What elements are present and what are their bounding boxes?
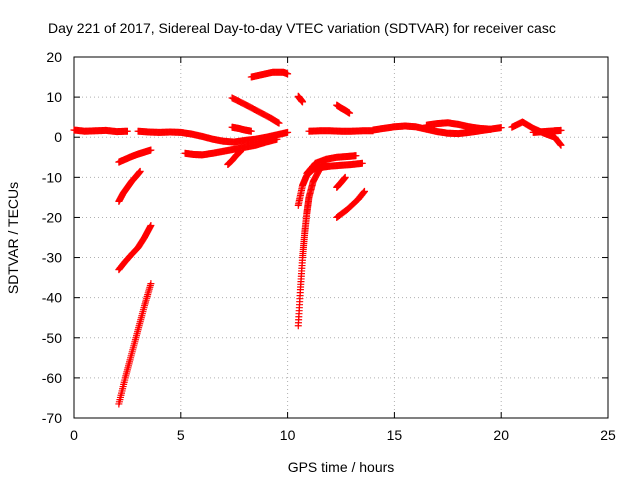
series-9	[247, 68, 292, 81]
series-22	[529, 126, 565, 136]
series-14	[294, 92, 307, 106]
x-tick-label: 15	[387, 427, 403, 443]
data-point	[147, 221, 155, 229]
data-point	[360, 187, 368, 195]
x-axis-label: GPS time / hours	[288, 459, 395, 475]
data-point	[123, 127, 131, 135]
data-point	[497, 124, 505, 132]
x-tick-label: 10	[280, 427, 296, 443]
data-point	[284, 70, 292, 78]
data-point	[136, 167, 144, 175]
x-tick-label: 0	[70, 427, 78, 443]
series-15	[333, 101, 354, 117]
series-8	[115, 280, 155, 408]
y-tick-label: -50	[42, 330, 62, 346]
data-point	[487, 125, 495, 133]
series-13	[303, 152, 360, 177]
series-5	[115, 146, 155, 166]
data-point	[275, 119, 283, 127]
x-tick-label: 5	[177, 427, 185, 443]
x-tick-label: 20	[493, 427, 509, 443]
y-tick-label: 0	[54, 129, 62, 145]
data-point	[147, 146, 155, 154]
series-11	[294, 159, 330, 330]
x-tick-label: 25	[600, 427, 616, 443]
plot-frame	[73, 56, 609, 419]
data-point	[346, 109, 354, 117]
series-20	[422, 119, 495, 133]
y-tick-label: 20	[46, 49, 62, 65]
y-tick-label: -30	[42, 250, 62, 266]
data-point	[284, 128, 292, 136]
data-point	[237, 147, 245, 155]
series-16	[333, 187, 368, 221]
series-2	[181, 135, 281, 159]
series-6	[115, 167, 144, 205]
series-0	[70, 126, 131, 136]
data-point	[557, 141, 565, 149]
series-7	[115, 221, 155, 274]
chart-title: Day 221 of 2017, Sidereal Day-to-day VTE…	[48, 20, 556, 36]
data-point	[358, 159, 366, 167]
series-10	[228, 94, 283, 127]
y-tick-label: -10	[42, 169, 62, 185]
data-point	[341, 173, 349, 181]
series-17	[333, 173, 349, 191]
y-tick-label: -40	[42, 290, 62, 306]
data-point	[352, 152, 360, 160]
axis-ticks	[73, 56, 609, 419]
y-tick-label: -20	[42, 209, 62, 225]
data-point	[273, 135, 281, 143]
series-19	[369, 122, 505, 138]
x-axis-tick-labels: 0 5 10 15 20 25	[70, 427, 616, 443]
data-point	[299, 98, 307, 106]
y-tick-label: 10	[46, 89, 62, 105]
data-points	[70, 68, 565, 408]
grid	[74, 57, 608, 418]
series-1	[134, 127, 292, 146]
series-18	[305, 127, 377, 135]
data-point	[557, 126, 565, 134]
y-tick-label: -60	[42, 370, 62, 386]
y-axis-tick-labels: 20 10 0 -10 -20 -30 -40 -50 -60 -70	[42, 49, 62, 426]
data-point	[247, 127, 255, 135]
y-tick-label: -70	[42, 410, 62, 426]
series-4	[228, 123, 255, 135]
series-3	[224, 147, 245, 168]
data-point	[147, 280, 155, 288]
y-axis-label: SDTVAR / TECUs	[5, 182, 21, 294]
